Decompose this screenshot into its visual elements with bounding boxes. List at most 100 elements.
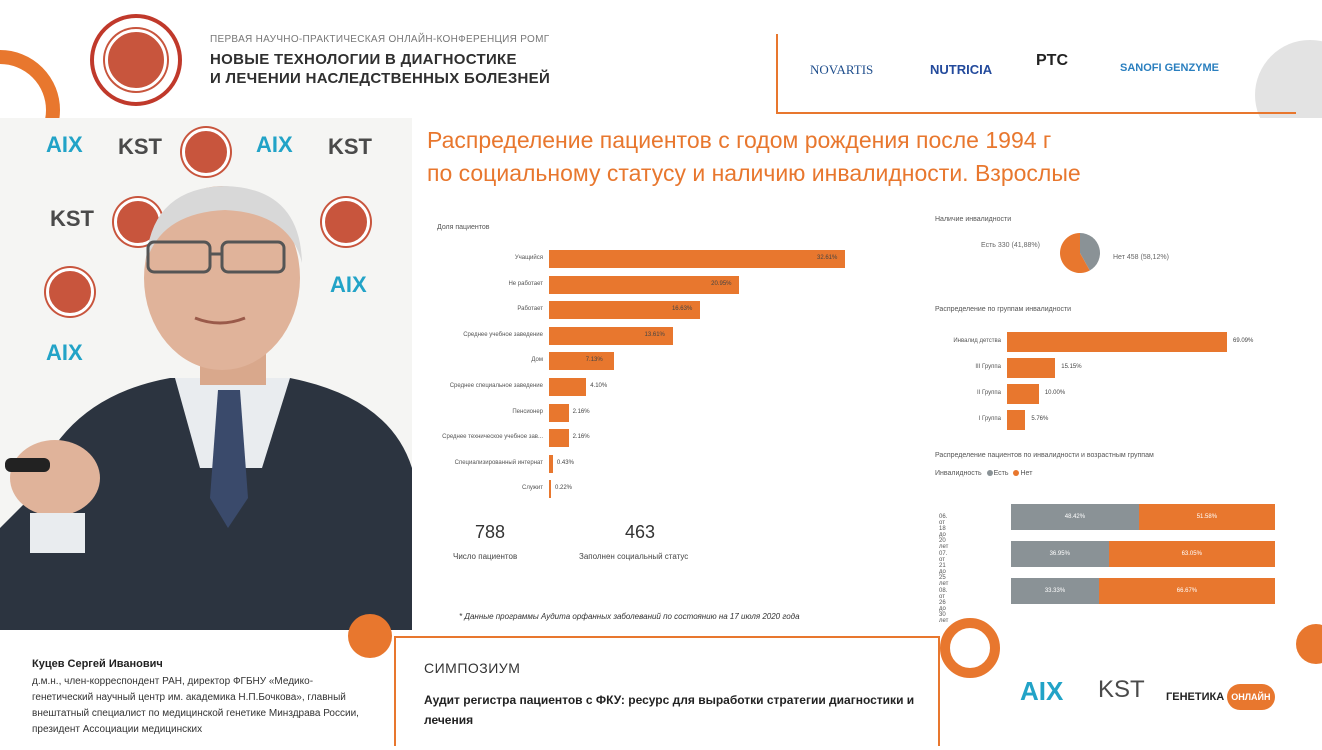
symposium-label: СИМПОЗИУМ <box>424 660 521 676</box>
bar-value-label: 0.22% <box>555 485 573 492</box>
aix-logo: AIX <box>46 340 83 365</box>
stack-category-label: 08. от 26 до 30 лет <box>939 588 949 624</box>
bar <box>549 403 569 422</box>
conference-header: ПЕРВАЯ НАУЧНО-ПРАКТИЧЕСКАЯ ОНЛАЙН-КОНФЕР… <box>0 0 1322 170</box>
bar-category-label: III Группа <box>975 364 1001 370</box>
bar-category-label: Дом <box>531 357 543 364</box>
sponsor-novartis: NOVARTIS <box>810 62 874 77</box>
conference-subtitle: ПЕРВАЯ НАУЧНО-ПРАКТИЧЕСКАЯ ОНЛАЙН-КОНФЕР… <box>210 34 550 45</box>
slide-title-line2: по социальному статусу и наличию инвалид… <box>427 160 1081 186</box>
genetika-text: ГЕНЕТИКА <box>1166 691 1225 703</box>
conference-title: НОВЫЕ ТЕХНОЛОГИИ В ДИАГНОСТИКЕ И ЛЕЧЕНИИ… <box>210 50 550 88</box>
sponsor-sanofi-genzyme: SANOFI GENZYME <box>1120 62 1220 74</box>
speaker-figure <box>0 186 412 630</box>
legend-no-dot <box>1013 470 1020 477</box>
kpi-social-status-label: Заполнен социальный статус <box>579 552 689 561</box>
bar-value-label: 20.95% <box>711 280 732 287</box>
bar-value-label: 16.63% <box>671 306 693 313</box>
symposium-box: СИМПОЗИУМ Аудит регистра пациентов с ФКУ… <box>394 636 940 746</box>
kpi-patients-count: 788 <box>475 522 506 542</box>
bar <box>1007 332 1227 352</box>
disability-presence-label: Наличие инвалидности <box>935 216 1012 223</box>
conference-title-line1: НОВЫЕ ТЕХНОЛОГИИ В ДИАГНОСТИКЕ <box>210 51 517 68</box>
conference-footer: Куцев Сергей Иванович д.м.н., член-корре… <box>0 614 1322 750</box>
decor-arc-footer-left <box>348 614 392 658</box>
kpi-patients-label: Число пациентов <box>453 552 518 561</box>
bar-value-label: 69.09% <box>1233 338 1254 344</box>
slide-title: Распределение пациентов с годом рождения… <box>427 124 1307 190</box>
bar-value-label: 32.61% <box>817 255 838 261</box>
bar <box>549 275 740 294</box>
stacked-bar: 36.95% 63.05% <box>1011 541 1275 567</box>
kst-logo: KST <box>50 206 94 231</box>
bar-category-label: II Группа <box>976 390 1001 396</box>
bar-value-label: 10.00% <box>1044 390 1066 396</box>
romg-seal-logo <box>90 14 182 106</box>
speaker-video: AIX KST AIX KST KST AIX AIX <box>0 118 412 630</box>
aix-logo-footer: AIX <box>1020 676 1064 706</box>
age-legend: Инвалидность Есть Нет <box>935 470 1032 477</box>
genetika-logo: ГЕНЕТИКА ОНЛАЙН <box>1166 684 1275 710</box>
bar <box>549 250 845 268</box>
bar <box>549 352 614 371</box>
bar <box>549 480 551 499</box>
speaker-description: д.м.н., член-корреспондент РАН, директор… <box>32 676 359 735</box>
sponsor-nutricia: NUTRICIA <box>930 62 993 77</box>
bar <box>549 326 673 345</box>
stacked-segment: 48.42% <box>1011 504 1139 530</box>
age-groups-label: Распределение пациентов по инвалидности … <box>935 452 1154 459</box>
slide-footnote: * Данные программы Аудита орфанных забол… <box>459 612 800 621</box>
bar-category-label: Служит <box>521 485 543 492</box>
bar <box>549 429 569 448</box>
online-badge: ОНЛАЙН <box>1227 684 1275 710</box>
stacked-segment: 63.05% <box>1108 541 1275 567</box>
bar-category-label: Среднее специальное заведение <box>449 383 543 389</box>
disability-pie-chart <box>1060 233 1100 273</box>
decor-arc-footer-right <box>940 618 1000 678</box>
aix-logo: AIX <box>330 272 367 297</box>
bar-category-label: Учащийся <box>514 255 543 261</box>
bar-value-label: 13.61% <box>644 331 665 338</box>
romg-seal-logo <box>322 198 370 246</box>
stacked-segment: 51.58% <box>1138 504 1275 530</box>
bar-category-label: Инвалид детства <box>953 338 1001 344</box>
bar-value-label: 2.16% <box>572 408 590 415</box>
bar-value-label: 7.13% <box>585 357 603 364</box>
age-legend-no: Нет <box>1020 470 1033 477</box>
kst-logo-footer: KST <box>1098 676 1145 703</box>
stack-category-label: 07. от 21 до 25 лет <box>939 551 949 587</box>
symposium-title: Аудит регистра пациентов с ФКУ: ресурс д… <box>424 693 915 727</box>
age-legend-yes: Есть <box>993 470 1009 477</box>
bar-value-label: 15.15% <box>1061 364 1082 370</box>
bar <box>1007 358 1056 378</box>
kst-logo: KST <box>328 134 372 159</box>
speaker-name: Куцев Сергей Иванович <box>32 658 163 670</box>
aix-logo: AIX <box>256 132 293 157</box>
bar-value-label: 4.10% <box>590 383 608 389</box>
kst-logo: KST <box>118 134 162 159</box>
stack-category-label: 06. от 18 до 20 лет <box>939 514 949 550</box>
share-of-patients-label: Доля пациентов <box>437 224 490 231</box>
stacked-segment: 66.67% <box>1098 578 1275 604</box>
bar-category-label: I Группа <box>978 416 1001 422</box>
kpi-social-status-count: 463 <box>625 522 656 542</box>
bar <box>549 301 700 320</box>
bar-value-label: 2.16% <box>572 434 590 441</box>
sponsor-ptc: PTC <box>1036 52 1068 69</box>
legend-yes-dot <box>986 470 993 477</box>
stacked-segment: 33.33% <box>1011 578 1099 604</box>
bar-value-label: 5.76% <box>1031 416 1049 422</box>
slide-title-line1: Распределение пациентов с годом рождения… <box>427 127 1052 153</box>
bar-category-label: Среднее учебное заведение <box>463 331 543 338</box>
bar-category-label: Работает <box>517 306 543 313</box>
conference-title-line2: И ЛЕЧЕНИИ НАСЛЕДСТВЕННЫХ БОЛЕЗНЕЙ <box>210 70 551 87</box>
pie-label-no: Нет 458 (58,12%) <box>1113 254 1169 261</box>
disability-groups-label: Распределение по группам инвалидности <box>935 306 1072 313</box>
bar-category-label: Не работает <box>508 280 543 287</box>
romg-seal-logo <box>182 128 230 176</box>
bar <box>1007 410 1026 430</box>
romg-seal-logo <box>46 268 94 316</box>
pie-slice <box>1080 233 1100 271</box>
stacked-bar: 48.42% 51.58% <box>1011 504 1275 530</box>
stacked-bar: 33.33% 66.67% <box>1011 578 1275 604</box>
